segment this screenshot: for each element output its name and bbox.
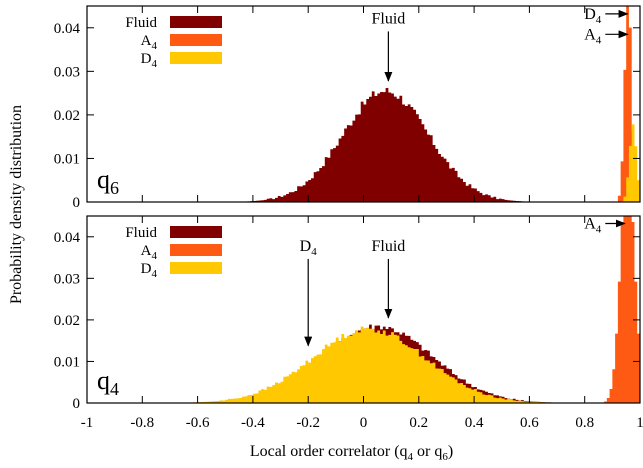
y-tick-label: 0.04 [54,21,81,37]
svg-text:Fluid: Fluid [371,10,405,27]
svg-text:D4: D4 [300,238,318,258]
y-axis-label: Probability density distribution [8,105,25,304]
annotation-bottom-2: A4 [584,215,626,235]
legend-swatch-fluid [170,16,222,28]
x-tick-label: 0 [360,415,368,431]
annotation-top-2: A4 [584,26,629,46]
x-tick-label: -0.4 [241,415,265,431]
legend-label-d4: D4 [141,51,158,70]
legend-swatch-a4 [170,244,222,256]
series-bottom-d4 [87,326,640,403]
y-tick-label: 0.03 [54,64,80,80]
x-tick-label: 0.4 [465,415,484,431]
panel-label-top: q6 [97,165,119,198]
legend-swatch-a4 [170,34,222,46]
x-tick-label: -0.6 [186,415,210,431]
annotation-top-1: D4 [584,6,629,26]
x-tick-label: 0.2 [409,415,428,431]
svg-text:D4: D4 [584,6,602,26]
x-axis-label: Local order correlator (q4 or q6) [250,443,453,463]
legend-label-a4: A4 [141,243,158,262]
y-tick-label: 0.01 [54,354,80,370]
x-tick-label: -1 [81,415,94,431]
y-tick-label: 0.01 [54,151,80,167]
series-top-fluid [87,87,640,202]
y-tick-label: 0 [73,396,81,412]
x-tick-label: 0.6 [520,415,539,431]
legend-swatch-fluid [170,226,222,238]
panel-label-bottom: q4 [97,366,119,399]
legend-swatch-d4 [170,262,222,274]
y-tick-label: 0 [73,195,81,211]
annotation-top-0: Fluid [371,10,405,82]
x-tick-label: 0.8 [575,415,594,431]
svg-text:Fluid: Fluid [371,238,405,255]
svg-text:A4: A4 [584,215,602,235]
legend-label-fluid: Fluid [125,15,157,31]
legend-label-a4: A4 [141,33,158,52]
x-tick-label: -0.8 [130,415,154,431]
y-tick-label: 0.02 [54,108,80,124]
x-tick-label: 1 [636,415,643,431]
y-tick-label: 0.04 [54,230,81,246]
legend-label-d4: D4 [141,261,158,280]
legend-label-fluid: Fluid [125,225,157,241]
annotation-bottom-0: Fluid [371,238,405,319]
annotation-bottom-1: D4 [300,238,318,347]
legend-swatch-d4 [170,52,222,64]
x-tick-label: -0.2 [296,415,320,431]
y-tick-label: 0.03 [54,271,80,287]
svg-text:A4: A4 [584,26,602,46]
y-tick-label: 0.02 [54,313,80,329]
